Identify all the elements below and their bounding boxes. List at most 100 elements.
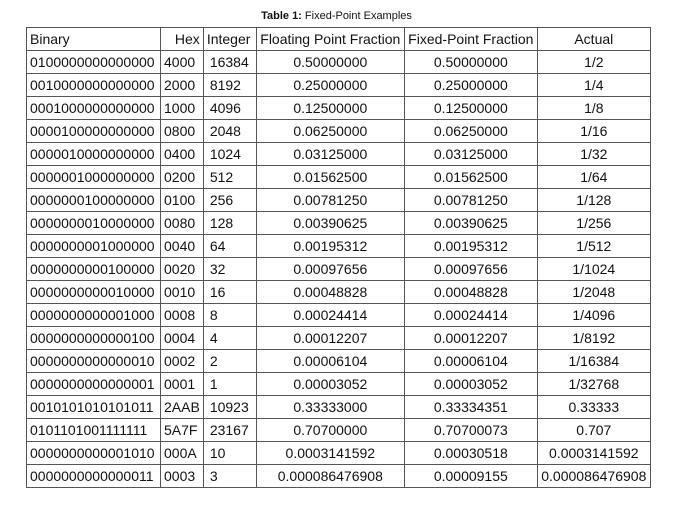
- cell-actual: 1/128: [536, 188, 651, 212]
- cell-floating-point-fraction: 0.00390625: [255, 211, 405, 235]
- table-row: 0000000000000010 0002 2 0.00006104 0.0000610…: [26, 349, 651, 373]
- cell-integer: 64: [202, 234, 257, 258]
- cell-floating-point-fraction: 0.00003052: [255, 372, 405, 396]
- cell-fixed-point-fraction: 0.50000000: [403, 50, 538, 74]
- table-caption: Table 1: Fixed-Point Examples: [0, 9, 673, 23]
- cell-actual: 1/32768: [536, 372, 651, 396]
- table-body: 0100000000000000 4000 16384 0.50000000 0.500…: [26, 50, 651, 488]
- cell-floating-point-fraction: 0.00781250: [255, 188, 405, 212]
- cell-fixed-point-fraction: 0.12500000: [403, 96, 538, 120]
- cell-floating-point-fraction: 0.000086476908: [255, 464, 405, 488]
- cell-fixed-point-fraction: 0.00030518: [403, 441, 538, 465]
- table-row: 0000000000000100 0004 4 0.00012207 0.0001220…: [26, 326, 651, 350]
- table-row: 0000100000000000 0800 2048 0.06250000 0.0625…: [26, 119, 651, 143]
- cell-hex: 0200: [160, 165, 204, 189]
- cell-actual: 1/32: [536, 142, 651, 166]
- table-row: 0000000000000001 0001 1 0.00003052 0.0000305…: [26, 372, 651, 396]
- cell-integer: 3: [202, 464, 257, 488]
- table-row: 0001000000000000 1000 4096 0.12500000 0.1250…: [26, 96, 651, 120]
- cell-fixed-point-fraction: 0.00097656: [403, 257, 538, 281]
- cell-actual: 1/1024: [536, 257, 651, 281]
- cell-floating-point-fraction: 0.00012207: [255, 326, 405, 350]
- cell-integer: 2: [202, 349, 257, 373]
- cell-binary: 0100000000000000: [26, 50, 161, 74]
- table-row: 0000000000000011 0003 3 0.000086476908 0.000…: [26, 464, 651, 488]
- cell-floating-point-fraction: 0.00195312: [255, 234, 405, 258]
- cell-binary: 0000000010000000: [26, 211, 161, 235]
- cell-actual: 1/64: [536, 165, 651, 189]
- cell-hex: 0001: [160, 372, 204, 396]
- cell-fixed-point-fraction: 0.03125000: [403, 142, 538, 166]
- cell-hex: 0040: [160, 234, 204, 258]
- cell-integer: 16384: [202, 50, 257, 74]
- cell-floating-point-fraction: 0.00006104: [255, 349, 405, 373]
- cell-actual: 1/512: [536, 234, 651, 258]
- cell-hex: 0003: [160, 464, 204, 488]
- cell-fixed-point-fraction: 0.70700073: [403, 418, 538, 442]
- cell-binary: 0000001000000000: [26, 165, 161, 189]
- cell-floating-point-fraction: 0.33333000: [255, 395, 405, 419]
- cell-binary: 0001000000000000: [26, 96, 161, 120]
- header-binary: Binary: [26, 27, 161, 51]
- cell-binary: 0101101001111111: [26, 418, 161, 442]
- table-row: 0000000000001000 0008 8 0.00024414 0.0002441…: [26, 303, 651, 327]
- cell-floating-point-fraction: 0.70700000: [255, 418, 405, 442]
- cell-fixed-point-fraction: 0.00024414: [403, 303, 538, 327]
- cell-binary: 0000000000010000: [26, 280, 161, 304]
- table-row: 0000001000000000 0200 512 0.01562500 0.01562…: [26, 165, 651, 189]
- cell-floating-point-fraction: 0.0003141592: [255, 441, 405, 465]
- header-row: Binary Hex Integer Floating Point Fracti…: [26, 27, 651, 51]
- cell-hex: 0020: [160, 257, 204, 281]
- cell-fixed-point-fraction: 0.00003052: [403, 372, 538, 396]
- header-hex: Hex: [160, 27, 204, 51]
- cell-integer: 23167: [202, 418, 257, 442]
- cell-fixed-point-fraction: 0.33334351: [403, 395, 538, 419]
- cell-actual: 1/8192: [536, 326, 651, 350]
- header-fixed-point-fraction: Fixed-Point Fraction: [403, 27, 538, 51]
- cell-fixed-point-fraction: 0.00006104: [403, 349, 538, 373]
- cell-actual: 0.0003141592: [536, 441, 651, 465]
- cell-fixed-point-fraction: 0.00009155: [403, 464, 538, 488]
- cell-integer: 10923: [202, 395, 257, 419]
- cell-binary: 0010000000000000: [26, 73, 161, 97]
- cell-binary: 0000000100000000: [26, 188, 161, 212]
- cell-hex: 0400: [160, 142, 204, 166]
- cell-hex: 0800: [160, 119, 204, 143]
- cell-fixed-point-fraction: 0.06250000: [403, 119, 538, 143]
- cell-binary: 0010101010101011: [26, 395, 161, 419]
- cell-fixed-point-fraction: 0.00048828: [403, 280, 538, 304]
- caption-label: Table 1:: [261, 10, 302, 22]
- table-row: 0000000000001010 000A 10 0.0003141592 0.0003…: [26, 441, 651, 465]
- cell-integer: 512: [202, 165, 257, 189]
- cell-integer: 128: [202, 211, 257, 235]
- cell-floating-point-fraction: 0.25000000: [255, 73, 405, 97]
- cell-actual: 1/16: [536, 119, 651, 143]
- cell-binary: 0000000001000000: [26, 234, 161, 258]
- cell-fixed-point-fraction: 0.00012207: [403, 326, 538, 350]
- cell-integer: 4096: [202, 96, 257, 120]
- cell-fixed-point-fraction: 0.01562500: [403, 165, 538, 189]
- cell-actual: 1/4096: [536, 303, 651, 327]
- table-row: 0000000100000000 0100 256 0.00781250 0.00781…: [26, 188, 651, 212]
- cell-integer: 1: [202, 372, 257, 396]
- cell-floating-point-fraction: 0.01562500: [255, 165, 405, 189]
- cell-integer: 4: [202, 326, 257, 350]
- cell-integer: 8: [202, 303, 257, 327]
- cell-integer: 10: [202, 441, 257, 465]
- cell-hex: 4000: [160, 50, 204, 74]
- table-row: 0000000000010000 0010 16 0.00048828 0.000488…: [26, 280, 651, 304]
- cell-hex: 0002: [160, 349, 204, 373]
- cell-binary: 0000000000100000: [26, 257, 161, 281]
- cell-floating-point-fraction: 0.06250000: [255, 119, 405, 143]
- cell-binary: 0000100000000000: [26, 119, 161, 143]
- table-row: 0000010000000000 0400 1024 0.03125000 0.0312…: [26, 142, 651, 166]
- cell-fixed-point-fraction: 0.00781250: [403, 188, 538, 212]
- cell-fixed-point-fraction: 0.25000000: [403, 73, 538, 97]
- cell-fixed-point-fraction: 0.00195312: [403, 234, 538, 258]
- cell-integer: 1024: [202, 142, 257, 166]
- cell-binary: 0000000000000010: [26, 349, 161, 373]
- cell-hex: 0080: [160, 211, 204, 235]
- cell-floating-point-fraction: 0.12500000: [255, 96, 405, 120]
- cell-actual: 1/2048: [536, 280, 651, 304]
- cell-binary: 0000000000001010: [26, 441, 161, 465]
